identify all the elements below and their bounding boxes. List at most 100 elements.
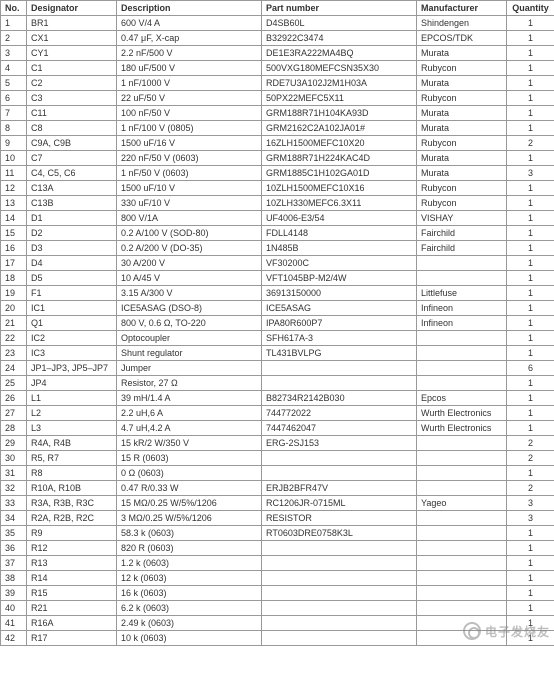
table-cell: Rubycon — [417, 61, 507, 76]
table-cell: 16 k (0603) — [117, 586, 262, 601]
table-row: 26L139 mH/1.4 AB82734R2142B030Epcos1 — [1, 391, 554, 406]
table-cell: D3 — [27, 241, 117, 256]
table-cell: 500VXG180MEFCSN35X30 — [262, 61, 417, 76]
table-row: 21Q1800 V, 0.6 Ω, TO-220IPA80R600P7Infin… — [1, 316, 554, 331]
table-cell — [262, 451, 417, 466]
table-cell: 6.2 k (0603) — [117, 601, 262, 616]
table-cell: 15 MΩ/0.25 W/5%/1206 — [117, 496, 262, 511]
table-cell: TL431BVLPG — [262, 346, 417, 361]
table-cell: EPCOS/TDK — [417, 31, 507, 46]
table-cell: 38 — [1, 571, 27, 586]
table-cell: 2 — [507, 481, 554, 496]
table-cell: 16 — [1, 241, 27, 256]
table-cell: 0.2 A/100 V (SOD-80) — [117, 226, 262, 241]
table-row: 42R1710 k (0603)1 — [1, 631, 554, 646]
table-cell: Optocoupler — [117, 331, 262, 346]
table-cell: 1 — [507, 571, 554, 586]
table-cell — [417, 256, 507, 271]
table-cell: Epcos — [417, 391, 507, 406]
table-cell: 37 — [1, 556, 27, 571]
table-cell: C13B — [27, 196, 117, 211]
table-row: 22IC2OptocouplerSFH617A-31 — [1, 331, 554, 346]
table-cell: 31 — [1, 466, 27, 481]
table-cell: 1 — [507, 466, 554, 481]
table-cell: 4 — [1, 61, 27, 76]
table-cell: 1 nF/50 V (0603) — [117, 166, 262, 181]
table-cell: R14 — [27, 571, 117, 586]
table-cell: Murata — [417, 76, 507, 91]
table-cell — [262, 571, 417, 586]
table-cell: 40 — [1, 601, 27, 616]
table-cell: VF30200C — [262, 256, 417, 271]
col-partnumber: Part number — [262, 1, 417, 16]
table-row: 14D1800 V/1AUF4006-E3/54VISHAY1 — [1, 211, 554, 226]
table-cell: R2A, R2B, R2C — [27, 511, 117, 526]
table-row: 15D20.2 A/100 V (SOD-80)FDLL4148Fairchil… — [1, 226, 554, 241]
table-cell: Wurth Electronics — [417, 406, 507, 421]
table-cell: R16A — [27, 616, 117, 631]
table-cell: 1 — [507, 46, 554, 61]
table-cell: Yageo — [417, 496, 507, 511]
table-cell — [417, 481, 507, 496]
table-cell: 10 A/45 V — [117, 271, 262, 286]
table-cell: 820 R (0603) — [117, 541, 262, 556]
table-cell: 1 — [507, 526, 554, 541]
table-cell: ICE5ASAG — [262, 301, 417, 316]
table-cell: CY1 — [27, 46, 117, 61]
table-cell — [417, 271, 507, 286]
table-cell: 1 — [507, 346, 554, 361]
table-cell: Murata — [417, 46, 507, 61]
table-row: 16D30.2 A/200 V (DO-35)1N485BFairchild1 — [1, 241, 554, 256]
table-cell: C4, C5, C6 — [27, 166, 117, 181]
table-cell: L3 — [27, 421, 117, 436]
table-cell: IPA80R600P7 — [262, 316, 417, 331]
table-cell: Murata — [417, 166, 507, 181]
table-cell: 1 — [507, 241, 554, 256]
table-cell: 1 — [507, 586, 554, 601]
table-row: 37R131.2 k (0603)1 — [1, 556, 554, 571]
table-cell: 6 — [507, 361, 554, 376]
table-cell — [417, 511, 507, 526]
table-cell: 22 uF/50 V — [117, 91, 262, 106]
table-cell: 1 — [507, 31, 554, 46]
table-cell: R5, R7 — [27, 451, 117, 466]
table-cell: 35 — [1, 526, 27, 541]
table-cell: C11 — [27, 106, 117, 121]
table-cell — [262, 556, 417, 571]
table-cell: 1N485B — [262, 241, 417, 256]
table-cell: 1 — [507, 16, 554, 31]
table-cell: L2 — [27, 406, 117, 421]
table-row: 29R4A, R4B15 kR/2 W/350 VERG-2SJ1532 — [1, 436, 554, 451]
col-manufacturer: Manufacturer — [417, 1, 507, 16]
table-cell: F1 — [27, 286, 117, 301]
table-cell: Jumper — [117, 361, 262, 376]
table-cell: Murata — [417, 151, 507, 166]
table-cell: 1 — [507, 556, 554, 571]
table-cell — [262, 586, 417, 601]
table-row: 40R216.2 k (0603)1 — [1, 601, 554, 616]
table-cell: R12 — [27, 541, 117, 556]
table-cell: R15 — [27, 586, 117, 601]
table-cell: 14 — [1, 211, 27, 226]
table-row: 5C21 nF/1000 VRDE7U3A102J2M1H03AMurata1 — [1, 76, 554, 91]
table-cell: UF4006-E3/54 — [262, 211, 417, 226]
table-cell: RESISTOR — [262, 511, 417, 526]
table-row: 8C81 nF/100 V (0805)GRM2162C2A102JA01#Mu… — [1, 121, 554, 136]
table-cell: Q1 — [27, 316, 117, 331]
table-cell: GRM188R71H104KA93D — [262, 106, 417, 121]
table-row: 33R3A, R3B, R3C15 MΩ/0.25 W/5%/1206RC120… — [1, 496, 554, 511]
table-cell: Shunt regulator — [117, 346, 262, 361]
table-cell — [417, 331, 507, 346]
table-cell: Infineon — [417, 301, 507, 316]
table-cell: 2 — [1, 31, 27, 46]
table-cell — [417, 376, 507, 391]
table-cell: 1 — [507, 376, 554, 391]
table-cell: DE1E3RA222MA4BQ — [262, 46, 417, 61]
table-cell: D4SB60L — [262, 16, 417, 31]
table-cell: 58.3 k (0603) — [117, 526, 262, 541]
table-cell: ICE5ASAG (DSO-8) — [117, 301, 262, 316]
table-cell: 1 — [507, 61, 554, 76]
header-row: No. Designator Description Part number M… — [1, 1, 554, 16]
table-cell: 17 — [1, 256, 27, 271]
table-cell — [417, 466, 507, 481]
